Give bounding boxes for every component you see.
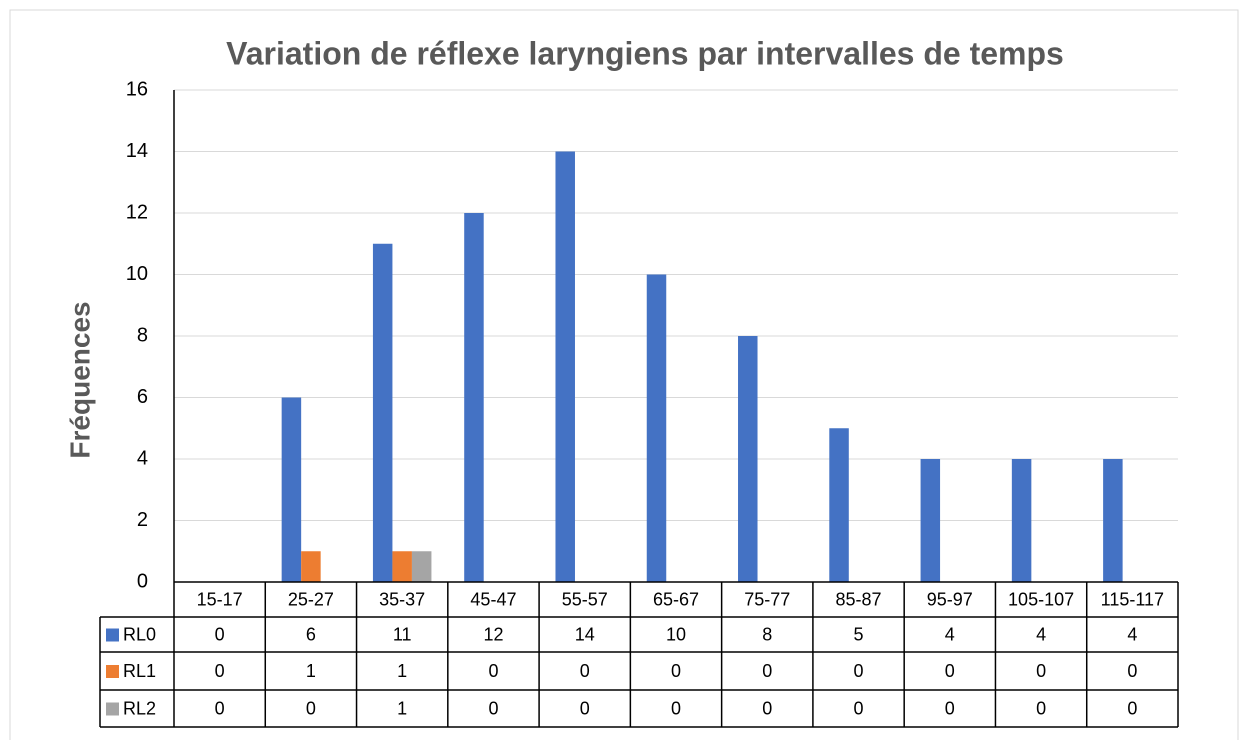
table-value: 1 (397, 698, 407, 718)
table-value: 0 (215, 624, 225, 644)
bar (392, 551, 412, 582)
table-value: 12 (483, 624, 503, 644)
table-value: 0 (762, 661, 772, 681)
table-value: 4 (1036, 624, 1046, 644)
y-tick-label: 0 (137, 570, 148, 592)
y-tick-label: 4 (137, 447, 148, 469)
table-value: 0 (854, 698, 864, 718)
x-tick-label: 25-27 (288, 589, 334, 609)
y-tick-label: 2 (137, 509, 148, 531)
table-value: 0 (1036, 698, 1046, 718)
x-tick-label: 75-77 (744, 589, 790, 609)
chart-frame (9, 9, 1239, 740)
y-tick-label: 16 (126, 78, 148, 100)
bar (372, 243, 393, 582)
bar (411, 551, 432, 582)
table-value: 0 (1127, 661, 1137, 681)
table-value: 0 (945, 698, 955, 718)
table-value: 1 (397, 661, 407, 681)
chart-title: Variation de réflexe laryngiens par inte… (226, 35, 1064, 71)
table-value: 4 (945, 624, 955, 644)
y-tick-label: 8 (137, 324, 148, 346)
x-tick-label: 45-47 (470, 589, 516, 609)
table-value: 0 (306, 698, 316, 718)
table-value: 10 (666, 624, 686, 644)
table-value: 0 (1036, 661, 1046, 681)
bar (738, 336, 758, 582)
table-value: 11 (393, 624, 412, 644)
x-tick-label: 55-57 (562, 589, 608, 609)
y-axis-label: Fréquences (64, 301, 95, 458)
legend-label: RL2 (123, 698, 156, 718)
x-tick-label: 35-37 (379, 589, 425, 609)
legend-label: RL0 (123, 624, 156, 644)
table-value: 0 (1127, 698, 1137, 718)
x-tick-label: 15-17 (197, 589, 243, 609)
bar (829, 428, 849, 582)
table-value: 4 (1127, 624, 1137, 644)
legend-key (106, 702, 119, 716)
legend-label: RL1 (123, 661, 156, 681)
table-value: 1 (306, 661, 316, 681)
table-value: 14 (575, 624, 595, 644)
table-value: 0 (671, 661, 681, 681)
table-value: 6 (306, 624, 316, 644)
table-value: 0 (215, 661, 225, 681)
table-value: 0 (762, 698, 772, 718)
bar (555, 151, 575, 582)
y-tick-label: 14 (126, 140, 148, 162)
y-tick-label: 10 (126, 263, 148, 285)
table-value: 0 (488, 661, 498, 681)
table-value: 0 (580, 698, 590, 718)
table-value: 0 (854, 661, 864, 681)
bar (1103, 459, 1123, 582)
table-value: 0 (580, 661, 590, 681)
table-value: 0 (215, 698, 225, 718)
legend-key (106, 665, 119, 678)
table-value: 0 (671, 698, 681, 718)
bar (920, 459, 941, 582)
table-value: 0 (945, 661, 955, 681)
bar (281, 397, 302, 582)
table-value: 0 (488, 698, 498, 718)
table-value: 5 (854, 624, 864, 644)
x-tick-label: 115-117 (1101, 589, 1164, 609)
x-tick-label: 105-107 (1008, 589, 1074, 609)
legend-key (106, 628, 119, 642)
x-tick-label: 85-87 (836, 589, 882, 609)
y-tick-label: 6 (137, 386, 148, 408)
bar (464, 213, 484, 582)
x-tick-label: 65-67 (653, 589, 699, 609)
x-tick-label: 95-97 (927, 589, 973, 609)
bar (301, 551, 321, 582)
table-value: 8 (762, 624, 772, 644)
y-tick-label: 12 (126, 201, 148, 223)
bar (646, 274, 667, 582)
bar (1011, 459, 1032, 582)
